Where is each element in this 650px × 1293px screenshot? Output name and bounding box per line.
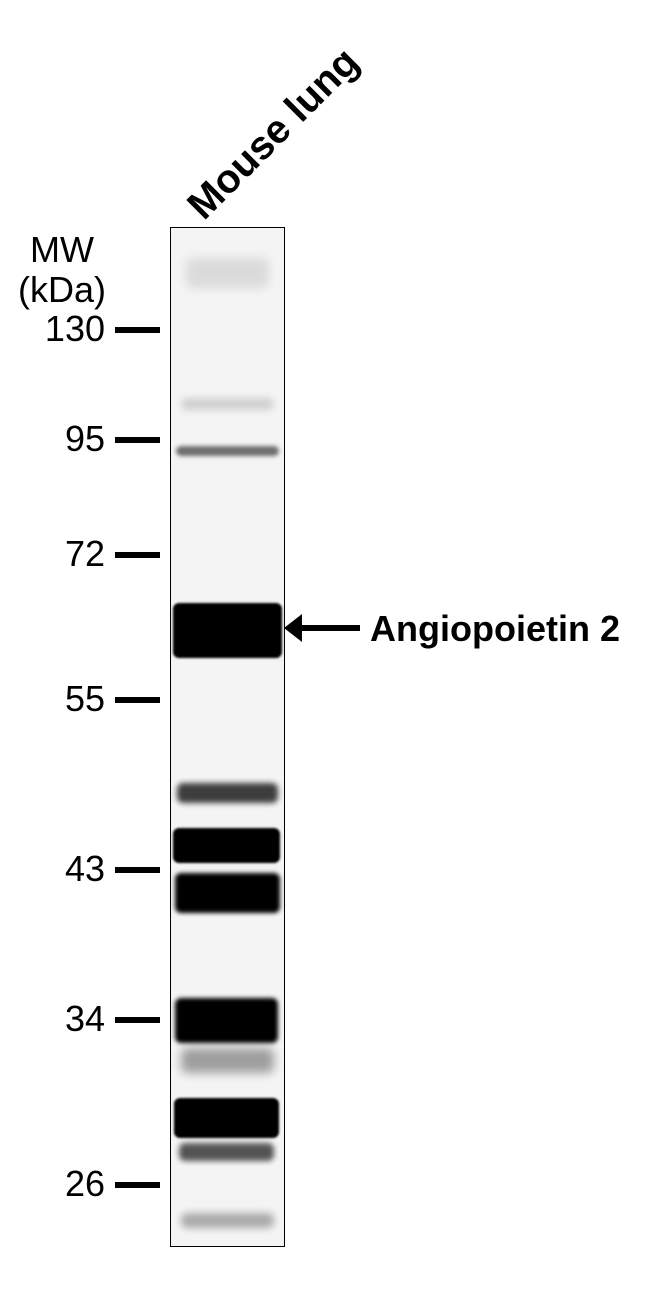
band bbox=[186, 258, 269, 288]
marker-label: 55 bbox=[20, 678, 105, 720]
marker-tick bbox=[115, 327, 160, 333]
marker-tick bbox=[115, 1017, 160, 1023]
marker-tick bbox=[115, 552, 160, 558]
band bbox=[176, 446, 279, 456]
annotation-label: Angiopoietin 2 bbox=[370, 608, 620, 650]
marker-label: 26 bbox=[20, 1163, 105, 1205]
lane-label: Mouse lung bbox=[179, 39, 368, 228]
mw-header-line1: MW bbox=[18, 230, 106, 270]
band bbox=[181, 398, 274, 410]
marker-label: 95 bbox=[20, 418, 105, 460]
mw-header: MW (kDa) bbox=[18, 230, 106, 309]
marker-label: 72 bbox=[20, 533, 105, 575]
marker-label: 43 bbox=[20, 848, 105, 890]
annotation-arrow-line bbox=[298, 625, 360, 631]
band bbox=[173, 828, 280, 863]
marker-tick bbox=[115, 437, 160, 443]
blot-lane bbox=[170, 227, 285, 1247]
marker-tick bbox=[115, 1182, 160, 1188]
band bbox=[181, 1048, 274, 1073]
band bbox=[177, 783, 278, 803]
band bbox=[181, 1213, 274, 1228]
mw-header-line2: (kDa) bbox=[18, 270, 106, 310]
band bbox=[179, 1143, 274, 1161]
marker-label: 34 bbox=[20, 998, 105, 1040]
band bbox=[175, 998, 278, 1043]
marker-tick bbox=[115, 697, 160, 703]
marker-tick bbox=[115, 867, 160, 873]
annotation-arrow-head bbox=[284, 614, 302, 642]
band bbox=[173, 603, 282, 658]
marker-label: 130 bbox=[20, 308, 105, 350]
western-blot-figure: MW (kDa) Mouse lung 130 95 72 55 43 34 26 Angi… bbox=[0, 0, 650, 1293]
band bbox=[175, 873, 280, 913]
band bbox=[174, 1098, 279, 1138]
